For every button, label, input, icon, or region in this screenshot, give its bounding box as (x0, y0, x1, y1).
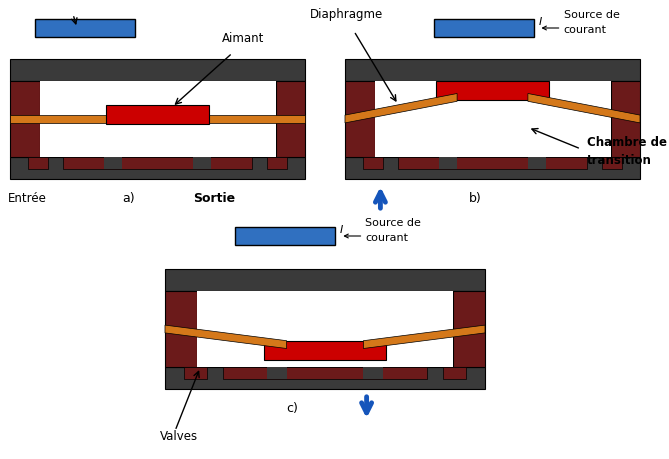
Bar (345, 158, 640, 179)
Bar (184, 368, 207, 380)
Bar (106, 105, 209, 124)
Text: $I$: $I$ (537, 15, 543, 28)
Bar (345, 81, 375, 158)
Bar (10, 158, 305, 179)
Text: a): a) (122, 191, 134, 205)
Bar (345, 60, 640, 81)
Text: courant: courant (365, 233, 408, 242)
Text: Bobine: Bobine (45, 0, 86, 1)
Text: Sortie: Sortie (193, 191, 235, 205)
Text: Aimant: Aimant (222, 32, 265, 45)
Bar (264, 341, 386, 360)
Bar (363, 158, 383, 170)
Bar (363, 368, 383, 380)
Text: transition: transition (587, 154, 652, 167)
Bar (444, 368, 466, 380)
Bar (601, 158, 622, 170)
Bar (104, 158, 122, 170)
Text: courant: courant (563, 25, 607, 35)
Text: b): b) (469, 191, 482, 205)
Bar (193, 158, 211, 170)
Bar (35, 20, 135, 38)
Text: Diaphragme: Diaphragme (310, 8, 383, 21)
Bar (434, 20, 533, 38)
Bar (267, 158, 287, 170)
Text: Source de: Source de (563, 10, 619, 20)
Text: Valves: Valves (160, 429, 198, 442)
Bar (10, 60, 305, 81)
Bar (268, 368, 286, 380)
Bar (165, 269, 485, 291)
Bar (10, 81, 39, 158)
Bar (27, 158, 48, 170)
Bar (165, 368, 485, 389)
Bar (223, 368, 427, 380)
Bar (63, 158, 252, 170)
Bar (528, 158, 546, 170)
Polygon shape (528, 94, 640, 123)
Bar (436, 82, 549, 101)
Bar (453, 291, 485, 368)
Bar (276, 81, 305, 158)
Bar (611, 81, 640, 158)
Text: Source de: Source de (365, 218, 421, 228)
Text: $I$: $I$ (339, 223, 345, 235)
Text: c): c) (286, 401, 298, 414)
Polygon shape (363, 325, 485, 349)
Bar (398, 158, 587, 170)
Bar (235, 228, 335, 246)
Bar (197, 291, 453, 368)
Bar (375, 81, 611, 158)
Bar (39, 81, 276, 158)
Bar (165, 291, 197, 368)
Polygon shape (345, 94, 457, 123)
Polygon shape (165, 325, 286, 349)
Text: Entrée: Entrée (8, 191, 47, 205)
Bar (440, 158, 457, 170)
Text: Chambre de: Chambre de (587, 136, 667, 149)
Bar (10, 116, 305, 123)
